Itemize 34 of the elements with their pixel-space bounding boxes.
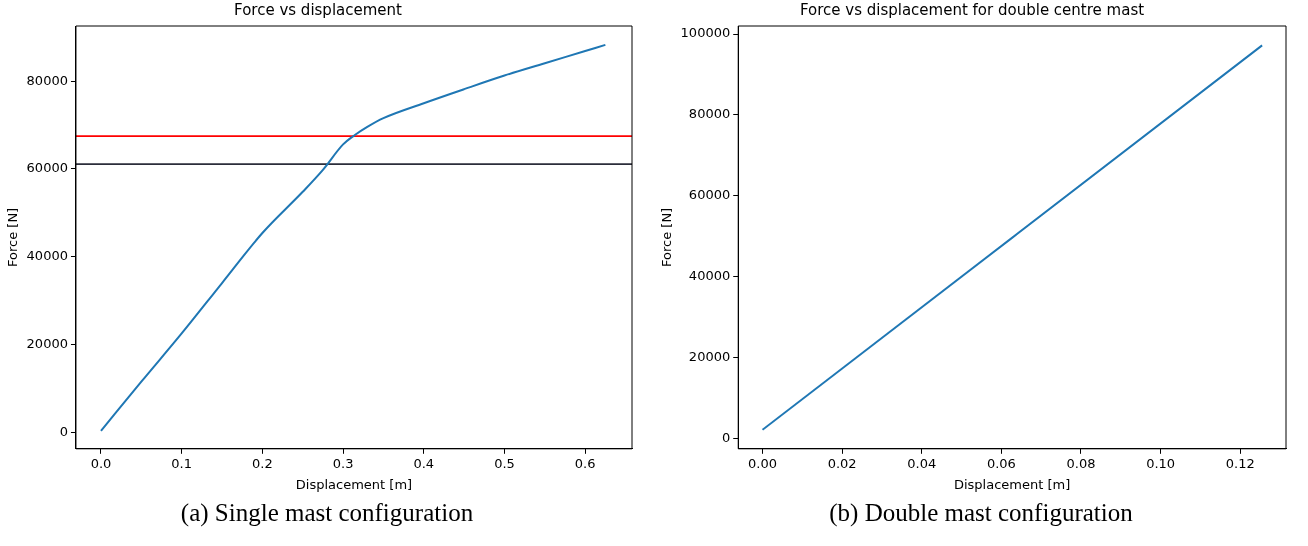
x-axis-title: Displacement [m] — [295, 476, 413, 492]
y-axis-title: Force [N] — [659, 207, 675, 267]
x-tick-label: 0.02 — [827, 455, 857, 471]
chart-title: Force vs displacement for double centre mast — [799, 0, 1145, 19]
x-tick-label: 0.04 — [907, 455, 937, 471]
x-tick-label: 0.4 — [413, 455, 435, 471]
y-tick-label: 40000 — [26, 248, 68, 264]
x-axis-title: Displacement [m] — [953, 476, 1071, 492]
x-tick-label: 0.5 — [494, 455, 515, 471]
x-tick-label: 0.08 — [1066, 455, 1096, 471]
y-tick-label: 100000 — [680, 25, 731, 41]
text: (b) Double mast configuration — [828, 499, 1134, 527]
text: (a) Single mast configuration — [179, 499, 475, 527]
y-tick-label: 0 — [59, 423, 68, 439]
x-tick-label: 0.00 — [748, 455, 777, 471]
y-tick-label: 0 — [721, 429, 731, 445]
y-tick-label: 60000 — [688, 187, 731, 203]
y-tick-label: 80000 — [26, 72, 68, 88]
y-tick-label: 20000 — [688, 348, 731, 364]
x-tick-label: 0.0 — [90, 455, 112, 471]
y-tick-label: 20000 — [26, 335, 68, 351]
y-tick-label: 80000 — [688, 106, 731, 122]
line-series — [99, 43, 607, 432]
x-tick-label: 0.10 — [1146, 455, 1176, 471]
x-tick-label: 0.12 — [1225, 455, 1255, 471]
y-axis-title: Force [N] — [5, 207, 21, 267]
x-tick-label: 0.06 — [986, 455, 1016, 471]
x-tick-label: 0.1 — [171, 455, 193, 471]
y-tick-label: 40000 — [688, 267, 731, 283]
x-tick-label: 0.6 — [574, 455, 596, 471]
chart-title: Force vs displacement — [234, 0, 403, 19]
x-tick-label: 0.3 — [332, 455, 354, 471]
y-tick-label: 60000 — [26, 160, 68, 176]
x-tick-label: 0.2 — [252, 455, 273, 471]
